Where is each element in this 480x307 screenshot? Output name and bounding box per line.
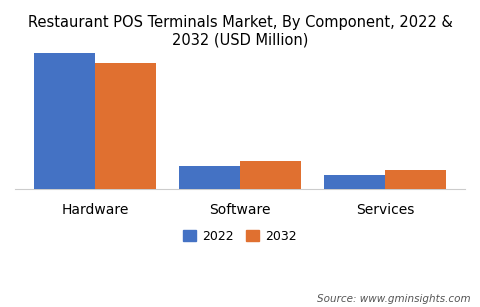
Text: Source: www.gminsights.com: Source: www.gminsights.com: [317, 294, 470, 304]
Bar: [385, 170, 446, 189]
Bar: [179, 166, 240, 189]
Bar: [34, 53, 95, 189]
Bar: [95, 63, 156, 189]
Bar: [240, 161, 301, 189]
Bar: [324, 174, 385, 189]
Title: Restaurant POS Terminals Market, By Component, 2022 &
2032 (USD Million): Restaurant POS Terminals Market, By Comp…: [27, 15, 453, 47]
Legend: 2022, 2032: 2022, 2032: [179, 225, 301, 248]
